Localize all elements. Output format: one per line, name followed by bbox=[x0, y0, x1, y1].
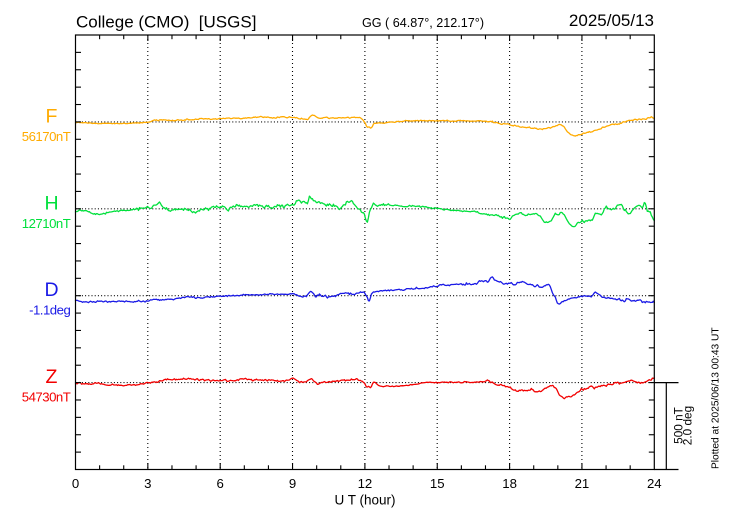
svg-text:24: 24 bbox=[647, 476, 662, 491]
svg-text:F: F bbox=[46, 105, 58, 127]
svg-text:54730nT: 54730nT bbox=[22, 390, 71, 405]
svg-text:Plotted at 2025/06/13 00:43 UT: Plotted at 2025/06/13 00:43 UT bbox=[711, 327, 722, 469]
svg-text:12: 12 bbox=[358, 476, 373, 491]
svg-text:9: 9 bbox=[289, 476, 296, 491]
svg-text:12710nT: 12710nT bbox=[22, 216, 71, 231]
svg-text:U T (hour): U T (hour) bbox=[334, 493, 395, 508]
svg-text:Z: Z bbox=[46, 366, 58, 388]
svg-text:18: 18 bbox=[502, 476, 517, 491]
svg-text:H: H bbox=[44, 192, 58, 214]
svg-text:3: 3 bbox=[144, 476, 151, 491]
svg-text:56170nT: 56170nT bbox=[22, 129, 71, 144]
svg-text:-1.1deg: -1.1deg bbox=[29, 303, 70, 318]
svg-text:2025/05/13: 2025/05/13 bbox=[569, 11, 654, 30]
svg-text:0: 0 bbox=[72, 476, 79, 491]
svg-text:500 nT: 500 nT bbox=[672, 407, 686, 444]
svg-text:15: 15 bbox=[430, 476, 445, 491]
svg-text:D: D bbox=[44, 279, 58, 301]
svg-text:GG ( 64.87°, 212.17°): GG ( 64.87°, 212.17°) bbox=[362, 16, 484, 30]
svg-text:21: 21 bbox=[575, 476, 590, 491]
svg-text:College (CMO) [USGS]: College (CMO) [USGS] bbox=[76, 12, 256, 31]
svg-text:2.0 deg: 2.0 deg bbox=[681, 406, 695, 445]
svg-text:6: 6 bbox=[217, 476, 224, 491]
